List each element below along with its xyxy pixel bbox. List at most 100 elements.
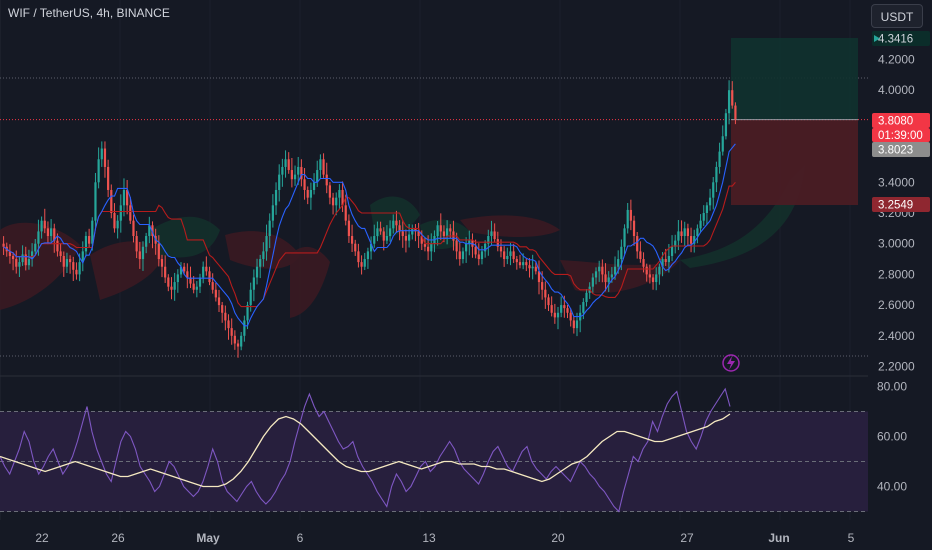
candle-down[interactable] [651,277,655,283]
candle-up[interactable] [255,266,259,278]
candle-down[interactable] [477,254,480,260]
candle-down[interactable] [138,251,141,260]
candle-up[interactable] [338,189,341,198]
candle-up[interactable] [465,243,468,252]
candle-down[interactable] [170,286,173,290]
candle-up[interactable] [702,213,705,221]
candle-down[interactable] [604,274,607,283]
candle-up[interactable] [693,236,696,244]
candle-up[interactable] [21,254,24,263]
candle-down[interactable] [211,282,214,290]
candle-down[interactable] [164,266,167,278]
candle-down[interactable] [645,266,648,275]
candle-down[interactable] [636,236,639,252]
candle-up[interactable] [531,266,534,269]
candle-down[interactable] [331,197,335,206]
candle-up[interactable] [712,182,715,198]
candle-down[interactable] [731,90,734,106]
candle-down[interactable] [287,159,290,171]
candle-down[interactable] [110,189,113,213]
candle-up[interactable] [658,266,661,275]
candle-up[interactable] [392,220,395,229]
candle-up[interactable] [366,251,370,260]
candle-up[interactable] [271,205,274,221]
candle-down[interactable] [183,266,186,272]
candle-up[interactable] [617,259,620,267]
candle-up[interactable] [373,236,376,244]
candle-down[interactable] [322,159,325,175]
candle-down[interactable] [88,236,91,244]
candle-down[interactable] [59,251,62,256]
candle-down[interactable] [214,289,217,298]
candle-down[interactable] [107,166,110,190]
candle-down[interactable] [553,312,556,318]
candle-down[interactable] [8,251,12,256]
candle-down[interactable] [474,246,477,255]
candle-down[interactable] [569,312,572,321]
candle-down[interactable] [221,305,224,313]
candle-up[interactable] [623,228,626,247]
candle-down[interactable] [341,189,344,206]
candle-down[interactable] [217,297,221,306]
candle-down[interactable] [347,220,351,237]
candle-down[interactable] [686,228,690,237]
candle-down[interactable] [503,251,506,260]
candle-down[interactable] [493,231,496,240]
candle-down[interactable] [290,170,293,180]
candle-down[interactable] [632,220,636,237]
candle-up[interactable] [97,159,100,183]
candle-up[interactable] [297,166,300,175]
candle-down[interactable] [417,231,420,237]
candle-up[interactable] [556,312,560,318]
candle-up[interactable] [240,335,243,347]
candle-down[interactable] [167,277,170,287]
candle-up[interactable] [145,236,148,247]
candle-down[interactable] [439,225,442,232]
candle-down[interactable] [230,328,233,336]
candle-up[interactable] [30,251,34,260]
candle-up[interactable] [461,251,465,260]
candle-up[interactable] [312,182,316,190]
candle-up[interactable] [724,113,728,137]
candle-up[interactable] [705,205,709,213]
candle-up[interactable] [487,236,490,244]
candle-up[interactable] [91,220,94,244]
candle-down[interactable] [233,335,236,344]
candle-up[interactable] [683,228,686,237]
candle-up[interactable] [94,182,97,221]
candle-up[interactable] [594,271,598,278]
candle-up[interactable] [509,251,512,256]
candle-up[interactable] [122,189,126,206]
candle-up[interactable] [718,151,721,167]
candle-down[interactable] [544,289,547,298]
candle-down[interactable] [401,231,404,237]
candle-up[interactable] [309,189,312,198]
candle-down[interactable] [518,262,522,266]
candle-down[interactable] [205,266,208,272]
candle-up[interactable] [575,320,579,329]
candle-up[interactable] [446,228,449,237]
candle-down[interactable] [224,312,227,321]
candle-up[interactable] [708,197,712,206]
candle-down[interactable] [328,185,332,198]
candle-up[interactable] [388,228,392,237]
candle-up[interactable] [696,228,699,237]
candle-down[interactable] [208,271,211,283]
candle-up[interactable] [626,209,629,229]
candle-down[interactable] [601,266,604,275]
candle-up[interactable] [721,136,724,152]
candle-up[interactable] [613,266,617,275]
candle-up[interactable] [34,243,37,252]
candle-up[interactable] [667,255,670,263]
candle-up[interactable] [677,231,680,241]
candle-down[interactable] [458,251,461,260]
candle-up[interactable] [316,170,319,183]
candle-up[interactable] [246,305,249,321]
candle-down[interactable] [680,231,683,237]
candle-up[interactable] [430,243,433,252]
candle-down[interactable] [69,259,72,263]
candle-up[interactable] [252,277,255,290]
candle-down[interactable] [227,320,230,329]
candle-down[interactable] [512,251,515,260]
candle-down[interactable] [534,266,537,272]
